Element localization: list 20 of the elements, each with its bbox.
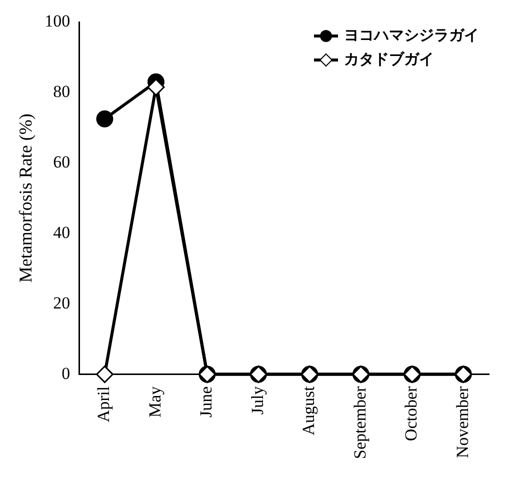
legend-label: カタドブガイ bbox=[344, 50, 434, 68]
y-axis-title: Metamorfosis Rate (%) bbox=[16, 114, 36, 283]
x-tick-label: July bbox=[248, 386, 267, 415]
x-tick-label: November bbox=[452, 386, 472, 458]
y-tick-label: 0 bbox=[62, 364, 70, 383]
point bbox=[96, 110, 114, 128]
legend-label: ヨコハマシジラガイ bbox=[344, 28, 479, 44]
y-tick-label: 100 bbox=[44, 11, 70, 30]
point bbox=[147, 78, 165, 96]
x-tick-label: June bbox=[196, 386, 216, 418]
x-tick-label: August bbox=[299, 386, 318, 436]
x-tick-label: September bbox=[350, 386, 370, 460]
y-tick-label: 80 bbox=[53, 82, 70, 101]
point bbox=[96, 366, 114, 384]
y-tick-label: 60 bbox=[53, 152, 70, 172]
x-tick-label: May bbox=[145, 386, 164, 418]
y-tick-label: 20 bbox=[53, 293, 70, 312]
x-tick-label: April bbox=[94, 386, 114, 422]
x-tick-label: October bbox=[402, 386, 421, 442]
y-tick-label: 40 bbox=[53, 222, 70, 242]
